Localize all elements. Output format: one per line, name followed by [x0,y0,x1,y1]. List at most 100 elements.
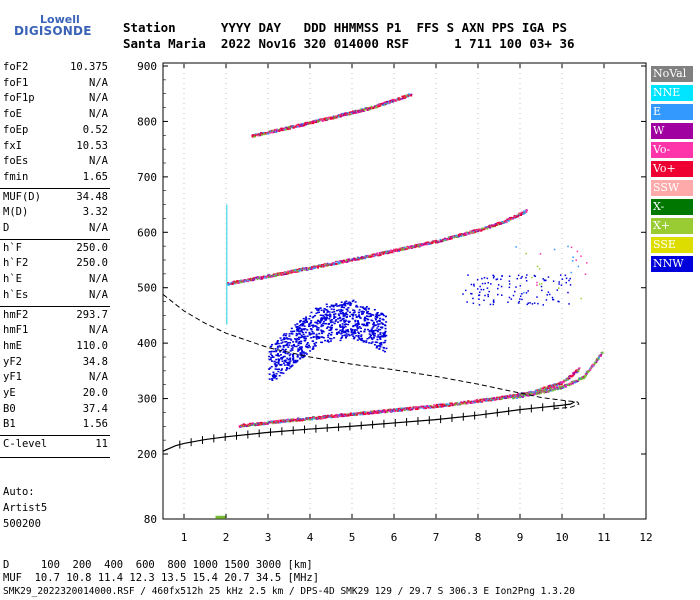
trace-point [474,401,477,404]
trace-point [375,254,378,257]
trace-point [485,398,488,400]
trace-point [322,337,325,339]
trace-point [517,214,520,217]
parameter-label: C-level [3,438,48,451]
trace-point [432,405,435,408]
trace-point [492,303,495,306]
trace-point [417,408,420,410]
trace-point [325,318,328,321]
parameter-row: h`Es N/A [3,288,108,302]
trace-point [349,304,352,307]
trace-point [324,322,327,325]
trace-point [544,390,547,392]
trace-point [342,314,345,316]
trace-point [378,409,381,412]
trace-point [508,283,511,285]
trace-point [299,323,302,326]
trace-point [342,318,345,320]
trace-point [337,313,340,315]
trace-point [348,258,351,260]
trace-point [254,135,256,138]
trace-point [300,269,303,272]
trace-point [401,409,404,412]
trace-point [296,360,299,362]
trace-point [369,315,372,318]
trace-point [346,310,349,312]
trace-point [333,317,336,320]
trace-point [287,361,290,364]
trace-point [277,419,280,422]
trace-point [425,241,428,244]
trace-point [344,337,347,339]
trace-point [315,333,318,336]
trace-point [570,375,573,378]
trace-point [335,414,338,417]
trace-point [330,414,333,416]
trace-point [285,344,288,346]
trace-point [451,402,454,405]
trace-point [599,355,602,358]
trace-point [373,344,376,346]
trace-point [521,392,524,394]
trace-point [277,370,280,373]
trace-point [371,255,374,258]
trace-point [489,227,492,229]
trace-point [271,420,274,422]
trace-point [296,337,299,340]
trace-point [343,334,346,336]
trace-point [457,235,459,237]
parameter-value: 110.0 [76,339,108,352]
trace-point [329,263,332,265]
ionogram-chart: 1 2 3 4 5 6 7 8 9 10 11 128020030040050060070080090… [137,60,653,544]
trace-point [384,330,387,333]
trace-point [354,319,357,322]
trace-point [311,348,314,350]
trace-point [525,209,528,212]
trace-point [316,329,319,331]
trace-point [296,355,299,358]
trace-point [320,318,323,320]
trace-point [276,341,279,343]
trace-point [357,331,360,333]
trace-point [382,251,385,253]
trace-point [342,320,345,322]
trace-point [317,311,320,314]
trace-point [316,119,319,122]
trace-point [516,215,519,218]
trace-point [590,367,593,369]
trace-point [300,336,303,339]
legend-item-nnw: NNW [651,256,693,272]
trace-point [526,303,529,306]
trace-point [236,280,239,282]
trace-point [378,412,381,414]
trace-point [290,418,293,421]
trace-point [272,377,275,379]
header-row-1: Station YYYY DAY DDD HHMMSS P1 FFS S AXN… [123,20,568,35]
trace-point [497,398,500,400]
trace-point [568,279,570,282]
trace-point [333,262,336,264]
trace-point [545,299,548,301]
trace-point [366,411,369,414]
trace-point [377,314,380,317]
trace-point [543,390,546,393]
trace-point [288,344,291,346]
trace-point [427,405,430,407]
trace-point [372,323,375,326]
trace-point [385,250,388,253]
trace-point [398,250,401,252]
trace-point [524,210,527,212]
trace-point [419,245,422,247]
trace-point [289,360,292,362]
trace-point [308,333,311,336]
trace-point [291,125,294,128]
trace-point [251,424,254,426]
trace-point [333,337,336,339]
trace-point [346,111,349,114]
trace-point [431,241,434,244]
trace-point [557,383,560,385]
trace-point [368,312,371,315]
trace-point [502,222,505,224]
trace-point [567,377,570,380]
trace-point [372,330,375,332]
